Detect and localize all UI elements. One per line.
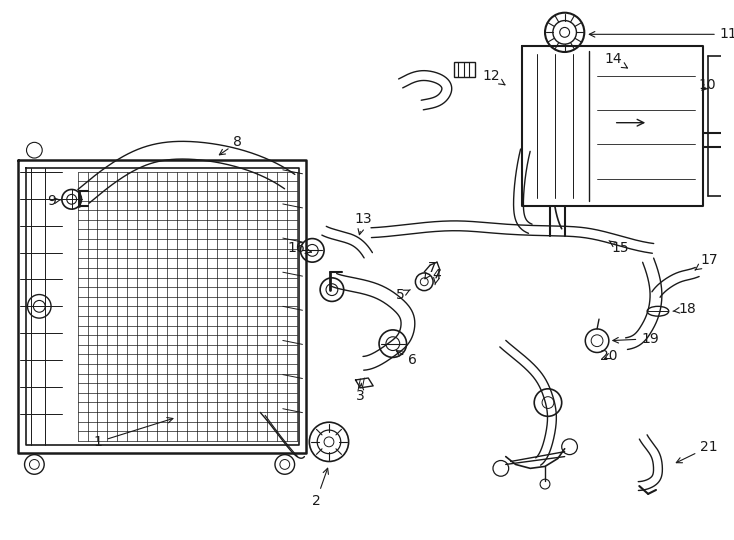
Polygon shape [371, 221, 654, 253]
Circle shape [542, 397, 554, 408]
Text: 17: 17 [695, 253, 718, 270]
Circle shape [534, 389, 562, 416]
Text: 4: 4 [432, 268, 441, 285]
Circle shape [300, 239, 324, 262]
Polygon shape [652, 267, 700, 298]
Circle shape [415, 273, 433, 291]
Text: 10: 10 [698, 78, 716, 92]
Circle shape [62, 190, 81, 209]
Circle shape [317, 430, 341, 454]
Circle shape [26, 143, 43, 158]
Polygon shape [331, 274, 415, 370]
Circle shape [306, 245, 318, 256]
Text: 14: 14 [604, 52, 628, 68]
Text: 7: 7 [425, 261, 437, 279]
Circle shape [320, 278, 344, 301]
Text: 20: 20 [600, 349, 617, 363]
Circle shape [275, 455, 294, 474]
Polygon shape [399, 71, 451, 110]
Circle shape [67, 194, 76, 204]
Text: 18: 18 [673, 302, 697, 316]
Text: 13: 13 [355, 212, 372, 235]
Circle shape [379, 330, 407, 357]
Text: 19: 19 [613, 332, 659, 346]
Circle shape [386, 337, 400, 350]
Polygon shape [514, 149, 532, 233]
Text: 5: 5 [396, 288, 410, 301]
Circle shape [591, 335, 603, 347]
Polygon shape [639, 435, 662, 490]
Text: 21: 21 [676, 440, 718, 463]
Bar [454, 62, 476, 77]
Circle shape [324, 437, 334, 447]
Text: 9: 9 [47, 194, 61, 208]
Circle shape [33, 300, 46, 312]
Polygon shape [321, 226, 372, 258]
Circle shape [562, 439, 578, 455]
Text: 12: 12 [482, 69, 505, 85]
Text: 15: 15 [609, 241, 630, 255]
Text: 1: 1 [94, 417, 173, 449]
Circle shape [29, 460, 40, 469]
Circle shape [553, 21, 576, 44]
Circle shape [309, 422, 349, 462]
Text: 3: 3 [356, 383, 365, 403]
Text: 16: 16 [288, 241, 311, 255]
Circle shape [280, 460, 290, 469]
Polygon shape [625, 258, 662, 349]
Circle shape [493, 461, 509, 476]
Text: 2: 2 [312, 468, 328, 508]
Text: 11: 11 [589, 28, 734, 42]
Text: 8: 8 [219, 136, 242, 155]
Circle shape [24, 455, 44, 474]
Ellipse shape [647, 306, 669, 316]
Circle shape [545, 13, 584, 52]
Circle shape [421, 278, 428, 286]
Polygon shape [500, 340, 556, 465]
Circle shape [326, 284, 338, 295]
Circle shape [27, 294, 51, 318]
Circle shape [585, 329, 608, 353]
Circle shape [560, 28, 570, 37]
Text: 6: 6 [396, 350, 417, 367]
Circle shape [540, 479, 550, 489]
Polygon shape [78, 141, 295, 203]
